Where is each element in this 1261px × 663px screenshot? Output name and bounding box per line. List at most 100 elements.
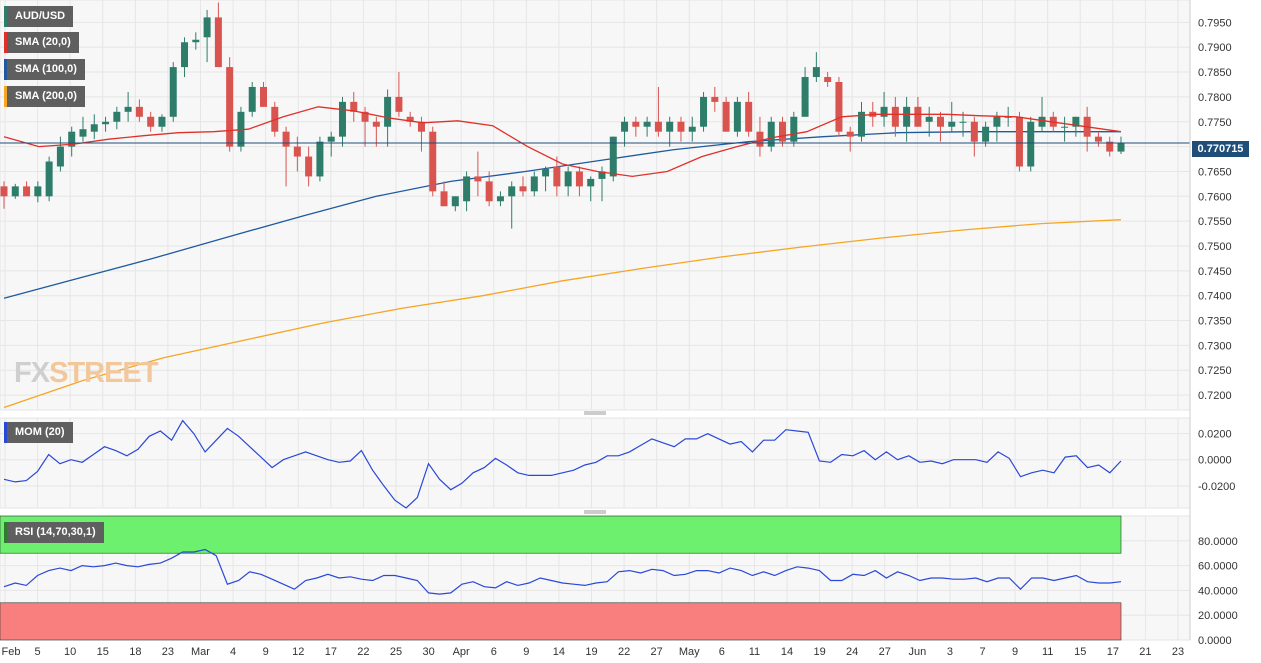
watermark-part1: FX	[14, 357, 50, 389]
candle-body	[846, 131, 854, 137]
candle-body	[722, 101, 730, 132]
candle-body	[756, 131, 764, 147]
legend-mom-swatch	[4, 422, 7, 443]
candle-body	[417, 121, 425, 132]
candle-body	[147, 116, 155, 127]
legend-sma200-label: SMA (200,0)	[15, 90, 77, 102]
candle-body	[79, 129, 87, 137]
candle-body	[677, 121, 685, 132]
x-tick-label: Feb	[2, 646, 21, 658]
price-y-tick-label: 0.7600	[1198, 191, 1232, 203]
candle-body	[203, 17, 211, 38]
legend-sma100: SMA (100,0)	[4, 59, 85, 80]
candle-body	[135, 106, 143, 117]
candle-body	[56, 146, 64, 167]
x-tick-label: 7	[979, 646, 985, 658]
x-tick-label: 15	[97, 646, 109, 658]
candle-body	[1072, 116, 1080, 127]
price-y-tick-label: 0.7650	[1198, 166, 1232, 178]
candle-body	[857, 111, 865, 137]
sma20-line	[3, 106, 1122, 178]
candle-body	[880, 106, 888, 117]
candle-body	[316, 141, 324, 177]
candle-body	[1027, 121, 1035, 167]
candle-body	[214, 17, 222, 68]
legend-sma20-label: SMA (20,0)	[15, 36, 71, 48]
x-tick-label: 30	[422, 646, 434, 658]
mom-y-tick-label: -0.0200	[1198, 481, 1235, 493]
price-y-tick-label: 0.7750	[1198, 117, 1232, 129]
candle-body	[305, 156, 313, 177]
candle-body	[1004, 116, 1012, 118]
candle-body	[903, 106, 911, 127]
x-tick-label: 24	[846, 646, 858, 658]
legend-rsi: RSI (14,70,30,1)	[4, 522, 104, 543]
candle-body	[192, 39, 200, 43]
legend-symbol-swatch	[4, 6, 7, 27]
candle-body	[824, 77, 832, 82]
rsi-oversold-zone	[0, 602, 1122, 641]
candle-body	[485, 181, 493, 202]
price-y-tick-label: 0.7950	[1198, 17, 1232, 29]
rsi-y-tick-label: 80.0000	[1198, 536, 1238, 548]
candle-body	[181, 42, 189, 68]
candle-body	[372, 121, 380, 127]
candle-body	[993, 116, 1001, 127]
candle-body	[1106, 141, 1114, 152]
x-tick-label: 19	[813, 646, 825, 658]
x-tick-label: 6	[719, 646, 725, 658]
candle-body	[361, 111, 369, 122]
x-tick-label: 18	[129, 646, 141, 658]
candle-body	[925, 116, 933, 122]
candle-body	[530, 176, 538, 192]
x-tick-label: 22	[357, 646, 369, 658]
rsi-line	[3, 548, 1122, 595]
mom-line	[3, 419, 1122, 509]
candle-body	[0, 186, 8, 197]
candle-body	[90, 124, 98, 132]
x-tick-label: 17	[325, 646, 337, 658]
candle-body	[282, 131, 290, 147]
candle-body	[914, 106, 922, 127]
candle-body	[564, 171, 572, 187]
candle-body	[1015, 116, 1023, 167]
candle-body	[1117, 143, 1125, 152]
x-tick-label: Mar	[191, 646, 210, 658]
candle-body	[982, 126, 990, 142]
candle-body	[790, 116, 798, 142]
price-y-tick-label: 0.7850	[1198, 67, 1232, 79]
price-y-tick-label: 0.7250	[1198, 365, 1232, 377]
legend-symbol-label: AUD/USD	[15, 10, 66, 22]
price-y-tick-label: 0.7350	[1198, 316, 1232, 328]
candle-body	[293, 146, 301, 157]
x-tick-label: 22	[618, 646, 630, 658]
price-y-tick-label: 0.7200	[1198, 390, 1232, 402]
legend-sma100-label: SMA (100,0)	[15, 63, 77, 75]
candle-body	[474, 176, 482, 182]
x-tick-label: 9	[263, 646, 269, 658]
price-y-tick-label: 0.7450	[1198, 266, 1232, 278]
candle-body	[575, 171, 583, 187]
legend-sma20-swatch	[4, 32, 7, 53]
candle-body	[643, 121, 651, 127]
x-tick-label: 27	[879, 646, 891, 658]
x-tick-label: 9	[1012, 646, 1018, 658]
x-tick-label: 4	[230, 646, 236, 658]
candle-body	[632, 121, 640, 127]
candle-body	[169, 67, 177, 117]
legend-sma100-swatch	[4, 59, 7, 80]
candle-body	[711, 96, 719, 102]
x-tick-label: 14	[781, 646, 793, 658]
rsi-y-tick-label: 40.0000	[1198, 585, 1238, 597]
legend-sma200-swatch	[4, 86, 7, 107]
candle-body	[801, 77, 809, 117]
x-tick-label: 11	[1042, 646, 1053, 658]
candle-body	[248, 86, 256, 112]
candle-body	[970, 121, 978, 142]
candle-body	[948, 121, 956, 127]
sma100-line	[3, 131, 1121, 299]
rsi-overbought-zone	[0, 515, 1122, 554]
x-tick-label: 12	[292, 646, 304, 658]
candle-body	[68, 131, 76, 147]
